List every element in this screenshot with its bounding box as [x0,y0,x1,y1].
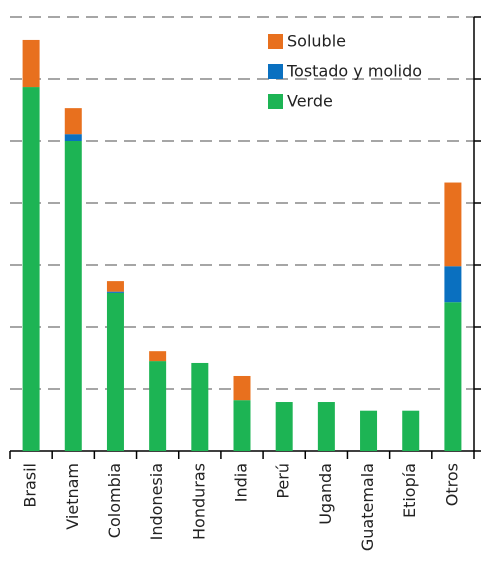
bar-segment [444,182,462,267]
x-tick-label: Colombia [105,463,124,538]
bar-segment [22,39,40,88]
legend-swatch [268,94,283,109]
x-tick-label: Vietnam [63,463,82,530]
bar-segment [22,87,40,451]
x-tick-label: Otros [442,463,461,506]
x-tick-label: Honduras [189,463,208,540]
x-tick-label: Perú [274,463,293,499]
x-tick-label: India [232,463,251,502]
bar-segment [64,108,82,135]
bar-segment [360,410,378,451]
bar-segment [233,375,251,401]
x-tick-label: Guatemala [358,463,377,551]
bar-segment [444,266,462,303]
bar-segment [106,281,124,292]
x-tick-label: Brasil [21,463,40,508]
legend-swatch [268,34,283,49]
x-tick-label: Etiopía [400,463,419,518]
bar-segment [149,351,167,362]
bar-segment [106,292,124,451]
bar-segment [64,134,82,141]
legend-label: Soluble [287,32,346,51]
bar-segment [317,402,335,451]
bar-segment [106,291,124,293]
bar-segment [444,302,462,451]
bar-segment [191,362,209,451]
legend-swatch [268,64,283,79]
bar-segment [402,410,420,451]
bar-segment [233,400,251,451]
bar-segment [149,361,167,451]
x-tick-label: Uganda [316,463,335,525]
x-tick-label: Indonesia [147,463,166,540]
bar-segment [64,141,82,451]
legend-label: Verde [287,92,333,111]
bar-segment [275,402,293,451]
legend-label: Tostado y molido [286,62,422,81]
